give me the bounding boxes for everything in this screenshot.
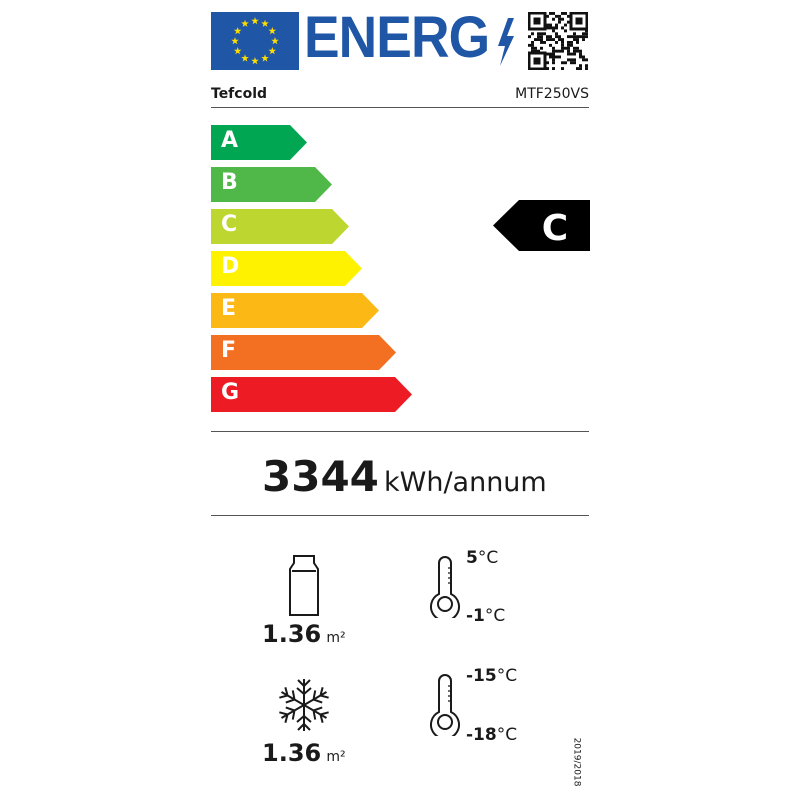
energy-class-bar-B: B bbox=[211, 167, 332, 202]
star-icon bbox=[231, 37, 239, 45]
star-icon bbox=[268, 27, 277, 35]
energy-class-bar-G: G bbox=[211, 377, 412, 412]
energy-class-bar-F: F bbox=[211, 335, 396, 370]
chilled-temp-min: -1°C bbox=[466, 606, 506, 626]
qr-code[interactable] bbox=[528, 12, 588, 70]
star-icon bbox=[261, 54, 269, 62]
star-icon bbox=[241, 19, 249, 27]
consumption-value: 3344 bbox=[262, 452, 379, 501]
divider bbox=[211, 107, 589, 108]
thermometer-icon bbox=[430, 674, 460, 736]
star-icon bbox=[261, 19, 269, 27]
energy-class-bar-C: C bbox=[211, 209, 349, 244]
energy-consumption: 3344 kWh/annum bbox=[262, 452, 547, 501]
star-icon bbox=[233, 47, 242, 55]
energy-class-label: F bbox=[221, 338, 237, 363]
star-icon bbox=[241, 54, 249, 62]
energy-class-bar-E: E bbox=[211, 293, 379, 328]
energy-class-label: A bbox=[221, 128, 239, 153]
rating-indicator-arrow: C bbox=[493, 200, 590, 251]
energy-class-bar-D: D bbox=[211, 251, 362, 286]
frozen-temp-min: -18°C bbox=[466, 725, 518, 745]
consumption-unit: kWh/annum bbox=[384, 467, 547, 498]
star-icon bbox=[251, 57, 259, 65]
divider bbox=[211, 515, 589, 516]
energy-class-bar-A: A bbox=[211, 125, 307, 160]
divider bbox=[211, 431, 589, 432]
brand-name: Tefcold bbox=[211, 86, 268, 102]
chilled-area: 1.36 m² bbox=[262, 620, 346, 648]
energy-class-label: E bbox=[221, 296, 237, 321]
snowflake-icon bbox=[279, 679, 329, 731]
frozen-area: 1.36 m² bbox=[262, 739, 346, 767]
energy-class-label: G bbox=[221, 380, 240, 405]
star-icon bbox=[251, 17, 259, 25]
chilled-temp-max: 5°C bbox=[466, 548, 499, 568]
lightning-icon bbox=[498, 18, 514, 66]
model-number: MTF250VS bbox=[515, 86, 589, 102]
star-icon bbox=[271, 37, 279, 45]
frozen-temp-max: -15°C bbox=[466, 666, 518, 686]
energy-logo-text: ENERG bbox=[304, 5, 490, 70]
rating-letter: C bbox=[542, 208, 568, 249]
regulation-number: 2019/2018 bbox=[571, 737, 582, 787]
energy-class-label: C bbox=[221, 212, 238, 237]
star-icon bbox=[233, 27, 242, 35]
chilled-cabinet-icon bbox=[289, 555, 319, 616]
star-icon bbox=[268, 47, 277, 55]
eu-flag-logo bbox=[211, 12, 299, 70]
energy-class-label: D bbox=[221, 254, 240, 279]
thermometer-icon bbox=[430, 556, 460, 618]
energy-class-label: B bbox=[221, 170, 238, 195]
